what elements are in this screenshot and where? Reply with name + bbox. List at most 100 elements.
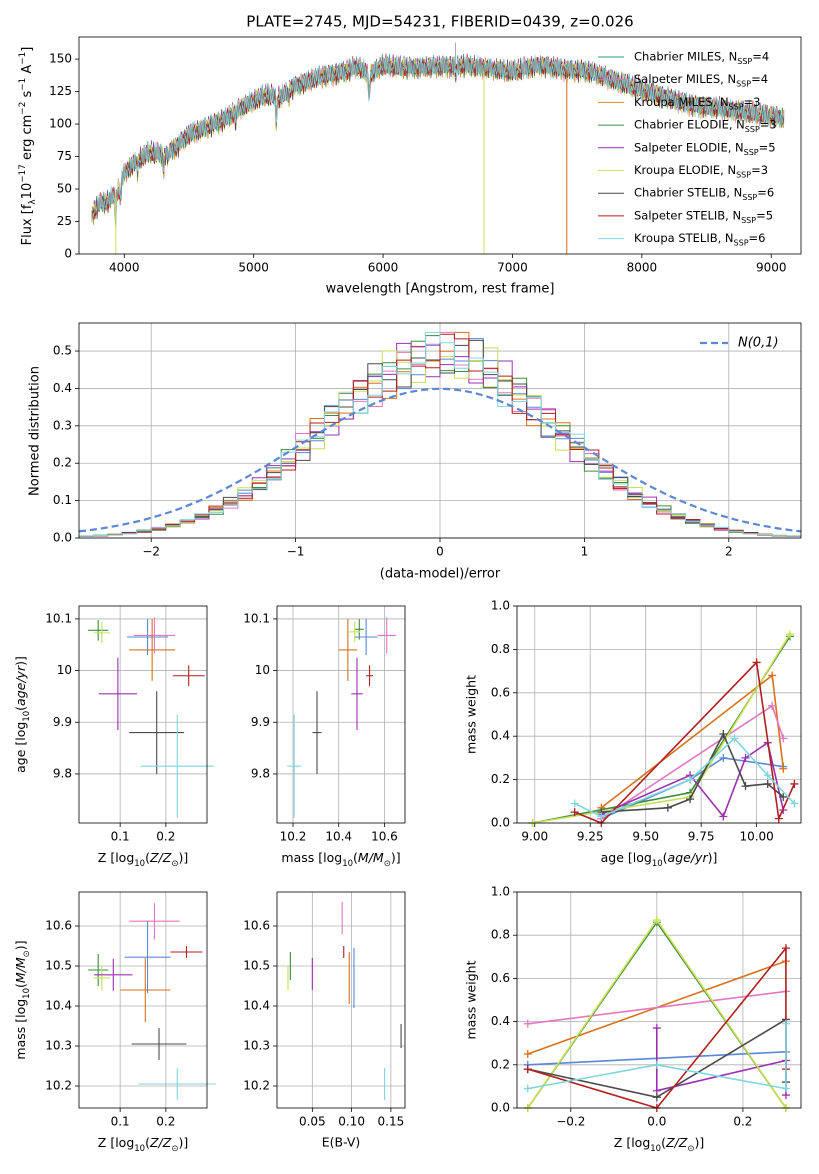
weight_vs_z-panel: −0.2 0.0 0.2 0.0 0.2 0.4 0.6 0.8 1.0 bbox=[491, 885, 802, 1129]
age_vs_z-ytick-label: 9.9 bbox=[53, 715, 72, 729]
mass-weight-marker bbox=[790, 779, 799, 788]
residuals-xtick-label: −2 bbox=[142, 545, 160, 559]
mass-weight-marker bbox=[774, 814, 783, 823]
mass_vs_z-ytick-label: 10.5 bbox=[45, 959, 72, 973]
legend-entry: Salpeter MILES, NSSP=4 bbox=[634, 72, 768, 89]
residuals-ylabel: Normed distribution bbox=[28, 366, 43, 496]
mass-weight-marker bbox=[570, 808, 579, 817]
mass-weight-line bbox=[527, 945, 787, 1109]
residuals-ytick-label: 0.2 bbox=[53, 456, 72, 470]
weight_vs_age-xtick-label: 10.00 bbox=[739, 830, 773, 844]
mass_vs_ebv-ytick-label: 10.6 bbox=[243, 919, 270, 933]
spectrum-xtick-label: 9000 bbox=[756, 261, 787, 275]
legend-entry: Kroupa ELODIE, NSSP=3 bbox=[634, 163, 768, 180]
weight_vs_age-ylabel: mass weight bbox=[464, 675, 479, 754]
spectrum-plot-area bbox=[91, 42, 785, 254]
spectrum-ylabel: Flux [fλ10−17 erg cm−2 s−1 A−1] bbox=[18, 47, 38, 246]
mass-weight-marker bbox=[763, 779, 772, 788]
mass-weight-marker bbox=[779, 764, 788, 773]
mass_vs_ebv-xtick-label: 0.05 bbox=[299, 1115, 326, 1129]
mass-weight-marker bbox=[523, 1084, 532, 1093]
spectrum-legend: Chabrier MILES, NSSP=4 Salpeter MILES, NS… bbox=[598, 50, 777, 248]
residual-histogram bbox=[78, 331, 801, 538]
weight_vs_age-xtick-label: 9.75 bbox=[688, 830, 715, 844]
mass_vs_z-ytick-label: 10.2 bbox=[45, 1079, 72, 1093]
weight_vs_z-xtick-label: 0.0 bbox=[647, 1115, 666, 1129]
weight_vs_age-panel: 9.00 9.25 9.50 9.75 10.00 0.0 0.2 0.4 0.6 0.8 1.0 bbox=[491, 599, 802, 844]
mass-weight-marker bbox=[781, 1019, 790, 1028]
spectrum-ytick-label: 125 bbox=[49, 84, 72, 98]
age_vs_mass-xtick-label: 10.6 bbox=[371, 830, 398, 844]
mass-weight-marker bbox=[719, 753, 728, 762]
residuals-panel: −2 −1 0 1 2 0.0 0.1 0.2 0.3 0.4 0.5 bbox=[53, 322, 802, 559]
legend-entry: Salpeter STELIB, NSSP=5 bbox=[634, 208, 773, 225]
spectrum-ytick-label: 0 bbox=[64, 247, 72, 261]
residuals-xtick-label: 0 bbox=[436, 545, 444, 559]
mass-weight-marker bbox=[523, 1065, 532, 1074]
weight_vs_age-ytick-label: 0.2 bbox=[491, 772, 510, 786]
age_vs_z-xtick-label: 0.2 bbox=[156, 830, 175, 844]
age_vs_z-ytick-label: 9.8 bbox=[53, 766, 72, 780]
spectrum-ytick-label: 100 bbox=[49, 117, 72, 131]
age_vs_z-ytick-label: 10.1 bbox=[45, 611, 72, 625]
spectrum-panel: 4000 5000 6000 7000 8000 9000 0 25 50 75 100 125 150 bbox=[49, 36, 802, 275]
spectrum-xtick-label: 7000 bbox=[497, 261, 528, 275]
legend-entry: Chabrier STELIB, NSSP=6 bbox=[634, 186, 774, 203]
residuals-ytick-label: 0.1 bbox=[53, 493, 72, 507]
mass_vs_z-xtick-label: 0.1 bbox=[111, 1115, 130, 1129]
age_vs_mass-frame bbox=[276, 605, 406, 824]
age_vs_z-plot-area bbox=[88, 617, 214, 818]
residuals-ytick-label: 0.4 bbox=[53, 381, 72, 395]
mass-weight-marker bbox=[652, 1093, 661, 1102]
age_vs_mass-plot-area bbox=[287, 617, 396, 818]
mass-weight-marker bbox=[779, 792, 788, 801]
weight_vs_z-xtick-label: 0.2 bbox=[733, 1115, 752, 1129]
spectrum-ytick-label: 25 bbox=[57, 214, 72, 228]
age_vs_z-frame bbox=[78, 605, 208, 824]
spectrum-frame bbox=[78, 36, 802, 255]
weight_vs_z-ytick-label: 1.0 bbox=[491, 885, 510, 899]
weight_vs_z-ytick-label: 0.8 bbox=[491, 928, 510, 942]
legend-entry: Kroupa STELIB, NSSP=6 bbox=[634, 231, 765, 248]
weight_vs_age-ytick-label: 0.8 bbox=[491, 642, 510, 656]
residuals-ytick-label: 0.5 bbox=[53, 344, 72, 358]
spectrum-lines bbox=[91, 42, 785, 254]
weight_vs_z-plot-area bbox=[523, 916, 790, 1112]
age_vs_z-xtick-label: 0.1 bbox=[111, 830, 130, 844]
mass-weight-marker bbox=[523, 1050, 532, 1058]
residuals-ytick-label: 0.0 bbox=[53, 531, 72, 545]
mass_vs_z-ytick-label: 10.3 bbox=[45, 1039, 72, 1053]
mass-weight-marker bbox=[790, 799, 799, 808]
mass-weight-marker bbox=[652, 1060, 661, 1069]
residuals-frame bbox=[78, 322, 802, 539]
mass_vs_ebv-ytick-label: 10.2 bbox=[243, 1079, 270, 1093]
age_vs_mass-xtick-label: 10.4 bbox=[325, 830, 352, 844]
weight_vs_age-ytick-label: 0.0 bbox=[491, 816, 510, 830]
mass-weight-marker bbox=[781, 1084, 790, 1093]
spectrum-series-line bbox=[91, 53, 785, 220]
residuals-xlabel: (data-model)/error bbox=[380, 567, 501, 582]
mass_vs_z-frame bbox=[78, 891, 208, 1109]
spectrum-xtick-label: 5000 bbox=[238, 261, 269, 275]
mass-weight-marker bbox=[719, 730, 728, 739]
mass_vs_ebv-ytick-label: 10.4 bbox=[243, 999, 270, 1013]
spectrum-ytick-label: 150 bbox=[49, 52, 72, 66]
spectrum-xlabel: wavelength [Angstrom, rest frame] bbox=[326, 282, 555, 297]
mass-weight-marker bbox=[768, 671, 777, 680]
mass_vs_ebv-plot-area bbox=[287, 902, 402, 1100]
mass-weight-marker bbox=[763, 771, 772, 780]
mass-weight-marker bbox=[730, 734, 739, 743]
mass_vs_z-xlabel: Z [log10(Z/Z⊙)] bbox=[98, 1135, 188, 1154]
mass-weight-marker bbox=[752, 658, 761, 667]
mass-weight-line bbox=[574, 737, 795, 818]
weight_vs_z-ytick-label: 0.0 bbox=[491, 1101, 510, 1115]
mass-weight-marker bbox=[768, 701, 777, 710]
age_vs_mass-panel: 10.2 10.4 10.6 9.8 9.9 10 10.1 bbox=[243, 605, 406, 844]
mass-weight-marker bbox=[597, 812, 606, 821]
mass_vs_ebv-xtick-label: 0.15 bbox=[378, 1115, 405, 1129]
weight_vs_z-xtick-label: −0.2 bbox=[556, 1115, 585, 1129]
mass_vs_ebv-xtick-label: 0.10 bbox=[338, 1115, 365, 1129]
mass-weight-marker bbox=[570, 799, 579, 808]
